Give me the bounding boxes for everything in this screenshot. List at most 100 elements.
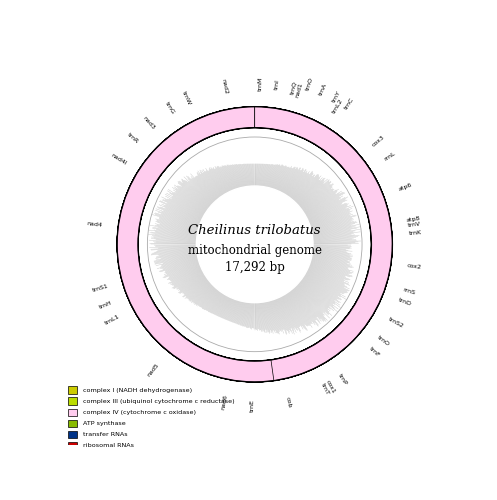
Text: cob: cob <box>285 396 292 408</box>
Text: trnV: trnV <box>408 222 421 228</box>
Bar <box>68 398 77 405</box>
Text: cox3: cox3 <box>371 134 385 147</box>
Text: trnI: trnI <box>274 79 280 90</box>
Text: nad1: nad1 <box>295 82 304 98</box>
Text: trnT: trnT <box>320 382 331 396</box>
Wedge shape <box>138 306 213 373</box>
Text: trnE: trnE <box>249 399 254 412</box>
Wedge shape <box>156 132 188 164</box>
Text: complex III (ubiquinol cytochrome c reductase): complex III (ubiquinol cytochrome c redu… <box>83 398 235 404</box>
Text: transfer RNAs: transfer RNAs <box>83 432 128 437</box>
Wedge shape <box>117 106 392 382</box>
Text: trnC: trnC <box>343 97 355 111</box>
Wedge shape <box>117 106 357 382</box>
Wedge shape <box>254 106 315 140</box>
Wedge shape <box>117 106 392 382</box>
Wedge shape <box>302 348 320 370</box>
Text: nad5: nad5 <box>147 362 161 377</box>
Wedge shape <box>254 106 392 240</box>
Wedge shape <box>117 106 392 382</box>
Wedge shape <box>148 150 169 171</box>
Wedge shape <box>370 223 392 234</box>
Wedge shape <box>117 106 392 382</box>
Text: ribosomal RNAs: ribosomal RNAs <box>83 443 134 448</box>
Text: rrnS: rrnS <box>402 287 415 296</box>
Bar <box>68 442 77 450</box>
Wedge shape <box>254 106 392 298</box>
Wedge shape <box>259 352 306 382</box>
Wedge shape <box>117 106 392 382</box>
Text: trnK: trnK <box>409 230 422 236</box>
Wedge shape <box>346 234 392 329</box>
Wedge shape <box>117 106 392 382</box>
Text: trnS1: trnS1 <box>91 284 109 294</box>
Text: trnP: trnP <box>337 372 348 386</box>
Wedge shape <box>208 107 250 134</box>
Text: trnA: trnA <box>319 82 329 97</box>
Bar <box>68 408 77 416</box>
Text: trnR: trnR <box>127 132 140 145</box>
Wedge shape <box>117 106 392 382</box>
Bar <box>68 430 77 438</box>
Text: mitochondrial genome: mitochondrial genome <box>188 244 322 256</box>
Text: trnO: trnO <box>376 335 390 347</box>
Bar <box>68 386 77 394</box>
Text: trnS2: trnS2 <box>387 316 404 328</box>
Wedge shape <box>311 124 330 146</box>
Text: rrnL: rrnL <box>383 151 396 162</box>
Wedge shape <box>117 106 392 382</box>
Text: cox2: cox2 <box>407 263 422 270</box>
Text: trnG: trnG <box>164 100 175 115</box>
Text: complex I (NADH dehydrogenase): complex I (NADH dehydrogenase) <box>83 388 192 392</box>
Text: trnL1: trnL1 <box>104 314 121 326</box>
Wedge shape <box>192 118 209 141</box>
Circle shape <box>196 186 313 302</box>
Text: trnW: trnW <box>181 90 192 106</box>
Wedge shape <box>322 132 390 224</box>
Wedge shape <box>254 106 279 130</box>
Text: trnQ: trnQ <box>290 80 298 96</box>
Wedge shape <box>254 106 392 287</box>
Text: cox1: cox1 <box>325 379 336 394</box>
Text: trnF: trnF <box>368 346 381 358</box>
Text: 17,292 bp: 17,292 bp <box>225 261 285 274</box>
Text: trnH: trnH <box>98 300 113 310</box>
Text: trnD: trnD <box>398 297 413 307</box>
Text: trnO: trnO <box>305 77 315 92</box>
Text: ATP synthase: ATP synthase <box>83 421 126 426</box>
Wedge shape <box>338 320 360 340</box>
Wedge shape <box>254 106 391 230</box>
Text: nad4: nad4 <box>87 222 103 228</box>
Wedge shape <box>121 272 144 287</box>
Text: nad6: nad6 <box>220 394 228 410</box>
Text: Cheilinus trilobatus: Cheilinus trilobatus <box>188 224 321 237</box>
Text: trnL2: trnL2 <box>331 98 344 114</box>
Wedge shape <box>178 125 196 148</box>
Wedge shape <box>248 361 257 382</box>
Wedge shape <box>132 160 163 192</box>
Wedge shape <box>315 340 333 362</box>
Text: nad3: nad3 <box>142 115 156 130</box>
Text: atp6: atp6 <box>398 182 413 192</box>
Wedge shape <box>263 107 320 142</box>
Text: complex IV (cytochrome c oxidase): complex IV (cytochrome c oxidase) <box>83 410 196 415</box>
Wedge shape <box>117 106 385 382</box>
Wedge shape <box>254 106 293 132</box>
Wedge shape <box>117 106 367 382</box>
Wedge shape <box>212 356 247 382</box>
Text: nad2: nad2 <box>220 78 228 94</box>
Wedge shape <box>117 106 392 382</box>
Text: nad4l: nad4l <box>109 152 127 166</box>
Wedge shape <box>254 106 389 220</box>
Wedge shape <box>254 106 335 150</box>
Wedge shape <box>254 106 392 380</box>
Text: trnY: trnY <box>331 90 342 103</box>
Wedge shape <box>125 284 148 300</box>
Wedge shape <box>117 106 392 382</box>
Wedge shape <box>117 106 392 382</box>
Wedge shape <box>254 106 264 128</box>
Text: trnM: trnM <box>257 76 263 90</box>
Wedge shape <box>254 106 304 136</box>
Wedge shape <box>254 106 392 331</box>
Wedge shape <box>254 106 326 144</box>
